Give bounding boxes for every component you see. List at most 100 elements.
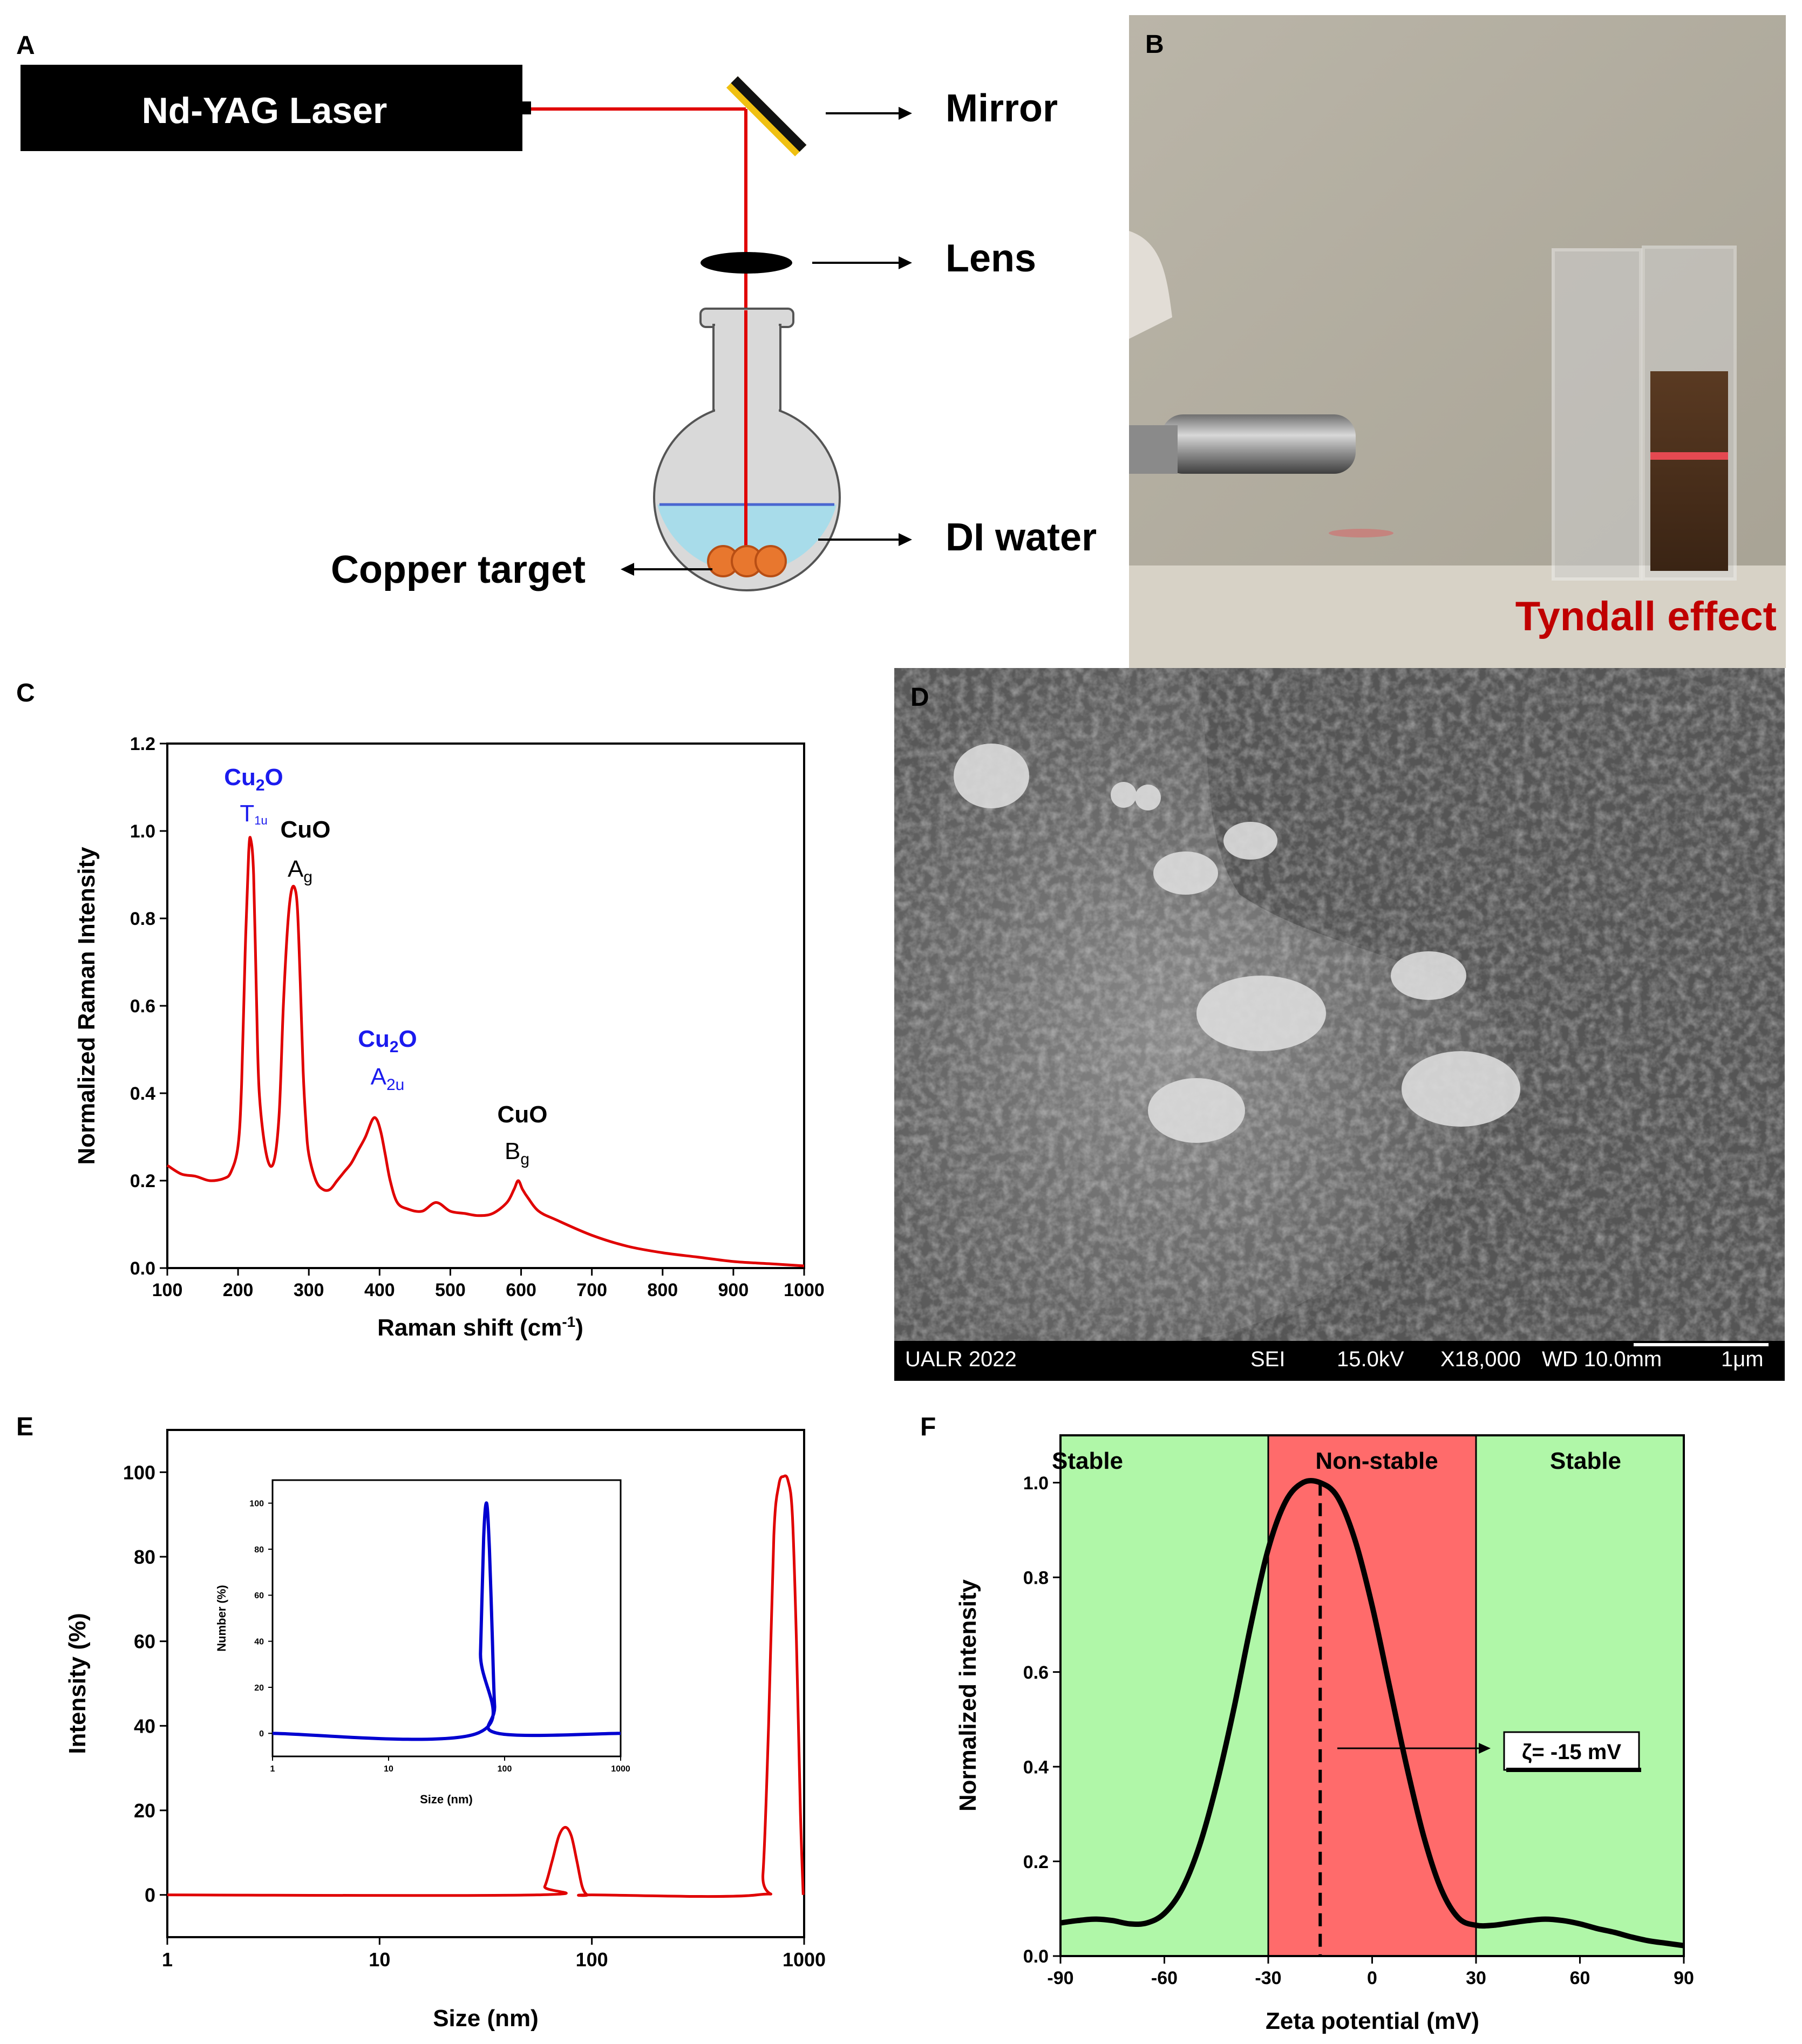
- stable-region-right: [1476, 1435, 1684, 1956]
- stable-label-left: Stable: [1052, 1448, 1123, 1474]
- y-tick-label: 1.0: [130, 821, 155, 842]
- y-tick-label: 20: [134, 1800, 155, 1822]
- y-tick-label: 0: [259, 1729, 264, 1739]
- panel-c-label: C: [16, 679, 35, 707]
- bg-mode-label: Bg: [505, 1138, 529, 1168]
- x-tick-label: 90: [1674, 1968, 1694, 1988]
- y-tick-label: 40: [254, 1637, 264, 1646]
- y-tick-label: 100: [123, 1461, 155, 1483]
- y-tick-label: 0.2: [1023, 1852, 1049, 1872]
- laser-pointer-icon: [1129, 414, 1356, 474]
- copper-target-icon: [707, 545, 787, 577]
- y-tick-label: 0.0: [1023, 1946, 1049, 1967]
- raman-x-axis-label: Raman shift (cm-1): [377, 1313, 583, 1341]
- x-tick-label: 100: [576, 1948, 608, 1971]
- cuo-bg-label: CuO: [498, 1101, 548, 1128]
- zeta-value-label: ζ= -15 mV: [1522, 1740, 1621, 1764]
- cu2o-a2u-label: Cu2O: [358, 1026, 417, 1056]
- laser-body: [21, 65, 522, 151]
- inset-x-axis-label: Size (nm): [420, 1793, 473, 1806]
- x-tick-label: -60: [1151, 1968, 1178, 1988]
- water-label: DI water: [946, 516, 1097, 559]
- t1u-mode-label: T1u: [240, 800, 267, 827]
- panel-f-zeta-chart: F Stable Non-stable Stable -90 -60 -30 0 30 6…: [920, 1413, 1694, 2034]
- dls-x-axis-label: Size (nm): [433, 2005, 539, 2032]
- y-tick-label: 80: [254, 1545, 264, 1555]
- raman-spectrum-line: [166, 836, 805, 1268]
- y-tick-label: 0.4: [1023, 1757, 1049, 1777]
- raman-y-axis-label: Normalized Raman Intensity: [73, 847, 100, 1165]
- dls-y-axis-label: Intensity (%): [64, 1613, 91, 1754]
- zeta-y-axis-label: Normalized intensity: [955, 1579, 981, 1811]
- panel-d-label: D: [910, 683, 929, 712]
- tyndall-beam: [1650, 452, 1728, 460]
- x-tick-label: 800: [647, 1280, 678, 1300]
- sem-bright-aggregates: [954, 744, 1520, 1143]
- x-tick-label: 1000: [784, 1280, 825, 1300]
- x-tick-label: 10: [384, 1764, 393, 1774]
- dls-intensity-line: [167, 1474, 805, 1898]
- cuvette-clear-icon: [1552, 248, 1642, 581]
- stable-region-left: [1060, 1435, 1268, 1956]
- panel-e-dls-chart: E 1 10 100 1000 0 20 40 60 80 100 1 10 100 1000 0 20 40…: [16, 1413, 826, 2032]
- x-tick-label: 1: [270, 1764, 275, 1774]
- sem-mode: SEI: [1250, 1347, 1286, 1371]
- y-tick-label: 20: [254, 1684, 264, 1693]
- zeta-x-axis-label: Zeta potential (mV): [1266, 2008, 1479, 2034]
- sem-voltage: 15.0kV: [1337, 1347, 1404, 1371]
- dls-inset-frame: [271, 1479, 622, 1757]
- x-tick-label: 1000: [783, 1948, 826, 1971]
- y-tick-label: 0: [145, 1884, 155, 1906]
- mirror-icon: [726, 76, 807, 156]
- x-tick-label: 0: [1367, 1968, 1377, 1988]
- laser-spot: [1329, 529, 1393, 537]
- tyndall-caption: Tyndall effect: [1515, 594, 1777, 639]
- y-tick-label: 0.2: [130, 1171, 155, 1191]
- panel-c-raman-chart: C 100 200 300 400 500 600 700 800 900 1000 0.0 0.2 0…: [16, 679, 825, 1341]
- nonstable-label: Non-stable: [1315, 1448, 1438, 1474]
- x-tick-label: 100: [152, 1280, 183, 1300]
- y-tick-label: 40: [134, 1715, 155, 1737]
- dls-number-line: [272, 1501, 621, 1741]
- y-tick-label: 60: [134, 1631, 155, 1653]
- x-tick-label: -30: [1255, 1968, 1281, 1988]
- x-tick-label: 300: [294, 1280, 324, 1300]
- nonstable-region: [1268, 1435, 1476, 1956]
- glove-icon: [1129, 231, 1172, 339]
- lens-label: Lens: [946, 237, 1036, 280]
- y-tick-label: 0.8: [1023, 1568, 1049, 1588]
- x-tick-label: 600: [506, 1280, 536, 1300]
- x-tick-label: 100: [498, 1764, 512, 1774]
- y-tick-label: 0.6: [130, 996, 155, 1017]
- panel-e-label: E: [16, 1413, 33, 1441]
- y-tick-label: 1.0: [1023, 1473, 1049, 1494]
- sem-scale-bar: [1634, 1343, 1769, 1346]
- sem-info-bar: UALR 2022 SEI 15.0kV X18,000 WD 10.0mm 1…: [894, 1341, 1785, 1381]
- dls-plot-frame: [166, 1429, 805, 1938]
- cuo-ag-label: CuO: [281, 816, 331, 843]
- cu2o-t1u-label: Cu2O: [224, 764, 283, 794]
- panel-b-label: B: [1145, 30, 1164, 59]
- raman-annotations: Cu2O T1u CuO Ag Cu2O A2u CuO Bg: [224, 764, 547, 1168]
- y-tick-label: 60: [254, 1591, 264, 1600]
- target-label: Copper target: [331, 548, 586, 591]
- panel-f-label: F: [920, 1413, 936, 1441]
- y-tick-label: 0.4: [130, 1084, 155, 1104]
- x-tick-label: 10: [369, 1948, 390, 1971]
- sem-lab: UALR 2022: [905, 1347, 1017, 1371]
- mirror-label: Mirror: [946, 87, 1058, 130]
- sem-scale-label: 1μm: [1721, 1347, 1764, 1371]
- x-tick-label: 1000: [611, 1764, 630, 1774]
- x-tick-label: 900: [718, 1280, 749, 1300]
- panel-a-label: A: [16, 31, 35, 60]
- x-tick-label: 400: [364, 1280, 395, 1300]
- x-tick-label: 60: [1570, 1968, 1590, 1988]
- panel-b-photo: Tyndall effect B: [1129, 15, 1786, 668]
- x-tick-label: 700: [576, 1280, 607, 1300]
- flask-icon: [653, 308, 841, 591]
- sem-working-distance: WD 10.0mm: [1542, 1347, 1662, 1371]
- x-tick-label: 200: [223, 1280, 254, 1300]
- y-tick-label: 0.6: [1023, 1663, 1049, 1683]
- y-tick-label: 0.0: [130, 1258, 155, 1279]
- laser-aperture: [519, 101, 531, 114]
